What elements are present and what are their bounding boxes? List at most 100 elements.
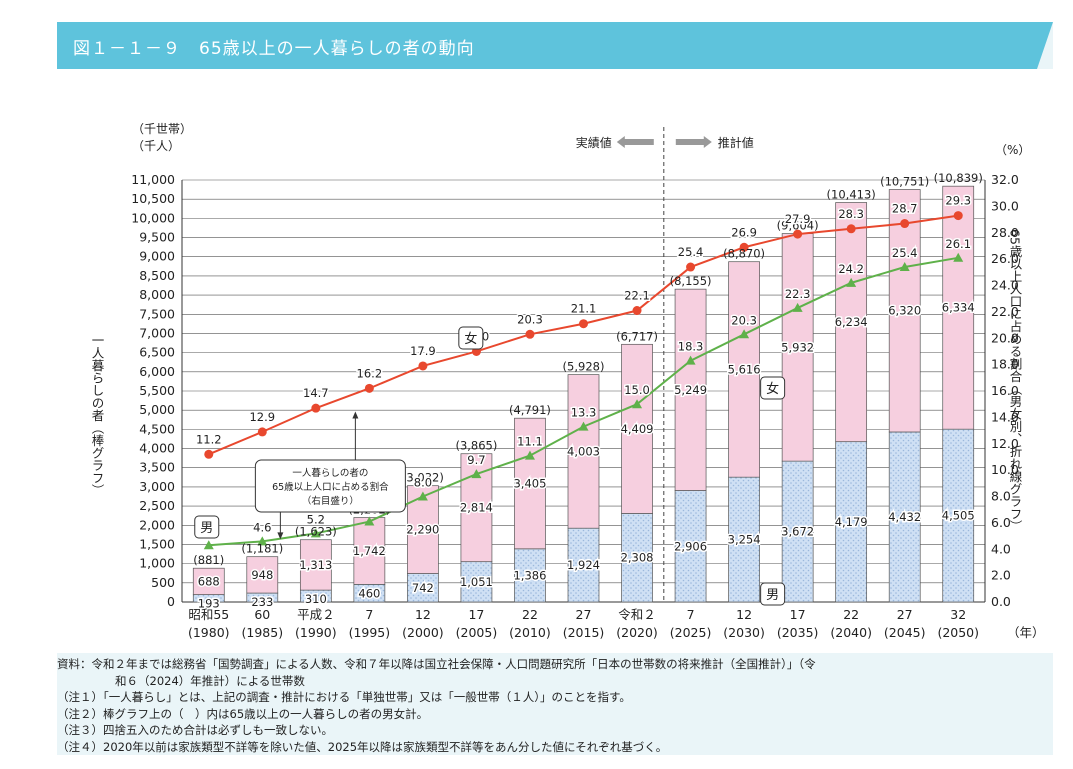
x-category-label: 7 [365,607,373,622]
right-tick-label: 2.0 [991,568,1011,583]
line-male-label: 22.3 [785,287,811,301]
x-year-label: (2015) [563,625,605,640]
x-year-label: (2030) [723,625,765,640]
point-male [364,516,375,526]
point-female [364,383,374,393]
left-tick-label: 8,500 [139,268,175,283]
line-male-label: 24.2 [838,262,864,276]
bar-female [835,202,868,443]
bar-total-label: (8,155) [670,274,712,288]
arrow-left-icon [616,136,654,148]
bar-female [728,261,760,478]
point-male [632,399,643,409]
bar-male-label: 1,924 [567,558,600,572]
right-tick-label: 16.0 [991,383,1019,398]
line-female-label: 25.4 [678,245,704,259]
point-male [257,536,268,546]
x-year-label: (2035) [777,625,819,640]
left-axis-unit: （千人） [132,139,180,153]
line-male-label: 9.7 [467,453,485,467]
point-male [578,421,589,431]
point-female [953,211,963,221]
point-male [792,302,803,312]
x-category-label: 60 [254,607,270,622]
line-male-label: 11.1 [517,435,543,449]
x-year-label: (1995) [349,625,391,640]
bar-female [353,517,386,585]
annotation-box [254,459,406,513]
x-year-label: (2010) [509,625,551,640]
point-female [900,219,910,229]
x-category-label: 22 [843,607,859,622]
bar-female [781,233,814,462]
left-axis-unit: （千世帯） [132,122,192,136]
point-female [257,427,267,437]
line-female-label: 22.1 [624,289,650,303]
point-male [846,277,857,287]
figure-header: 図１－１－９ 65歳以上の一人暮らしの者の動向 [57,22,1037,69]
right-axis-title: 65歳以上人口に占める割合（男女別、折れ線グラフ） [1008,229,1023,532]
annotation-text: 65歳以上人口に占める割合 [272,481,389,493]
bar-female [567,374,600,529]
bar-female [621,343,653,514]
point-male [203,540,214,550]
left-tick-label: 4,500 [139,421,175,436]
chart-panel: 0 500 1,000 1,500 2,000 2,500 3,000 3,500 4,000 4… [57,69,1053,653]
annotation-arrowhead-icon [352,411,359,419]
line-female-label: 29.3 [945,194,971,208]
bar-male-label: 4,432 [888,510,921,524]
bar-male [888,431,921,603]
right-tick-label: 24.0 [991,278,1019,293]
bar-female [674,288,707,491]
bar-male-label: 1,051 [460,575,493,589]
male-bar-tag: 男 [766,588,779,603]
bar-female-label: 6,320 [888,304,921,318]
bar-female [514,417,546,550]
bar-male-label: 3,672 [781,525,814,539]
figure-frame: 図１－１－９ 65歳以上の一人暮らしの者の動向 0 500 1,000 1,500 2,… [57,22,1053,755]
left-tick-label: 7,000 [139,325,175,340]
point-male [899,262,910,272]
x-category-label: 昭和55 [188,607,229,622]
bar-total-label: (8,870) [723,247,765,261]
left-tick-label: 2,500 [139,498,175,513]
line-male-label: 25.4 [892,246,918,260]
figure-title: 図１－１－９ 65歳以上の一人暮らしの者の動向 [73,39,475,59]
bar-male [781,460,814,603]
male-line-tag: 男 [200,521,213,536]
point-female [311,403,321,413]
x-category-label: 17 [790,607,806,622]
line-female-label: 28.3 [838,207,864,221]
bar-total-label: (10,413) [827,188,876,202]
right-axis-unit: （%） [995,143,1030,157]
bar-total-label: (881) [193,553,224,567]
annotation-text: （右目盛り） [302,495,359,507]
note-3: （注３）四捨五入のため合計は必ずしも一致しない。 [57,723,333,737]
bar-female [299,539,332,591]
right-tick-label: 0.0 [991,594,1011,609]
left-tick-label: 11,000 [131,172,175,187]
bar-male-label: 3,254 [728,533,761,547]
bar-total-label: (3,865) [455,439,497,453]
bar-total-label: (5,928) [563,360,605,374]
header-tab-tip [1037,22,1053,69]
line-male-label: 26.1 [945,237,971,251]
note-source-cont: 和６（2024）年推計）による世帯数 [115,673,305,688]
point-male [310,528,321,538]
bar-male-label: 4,505 [942,509,975,523]
bar-female-label: 6,234 [835,315,868,329]
left-tick-label: 10,000 [131,210,175,225]
left-tick-label: 8,000 [139,287,175,302]
annotation-arrowhead-icon [277,532,284,540]
bar-male-label: 742 [412,581,434,595]
x-category-label: 7 [687,607,695,622]
point-female [686,262,696,272]
point-female [418,361,428,371]
x-year-label: (2025) [670,625,712,640]
right-tick-label: 32.0 [991,172,1019,187]
bar-male [567,527,600,603]
right-tick-label: 28.0 [991,225,1019,240]
line-male-label: 5.2 [307,512,325,526]
bar-male-label: 2,906 [674,539,707,553]
line-female-label: 26.9 [731,225,757,239]
